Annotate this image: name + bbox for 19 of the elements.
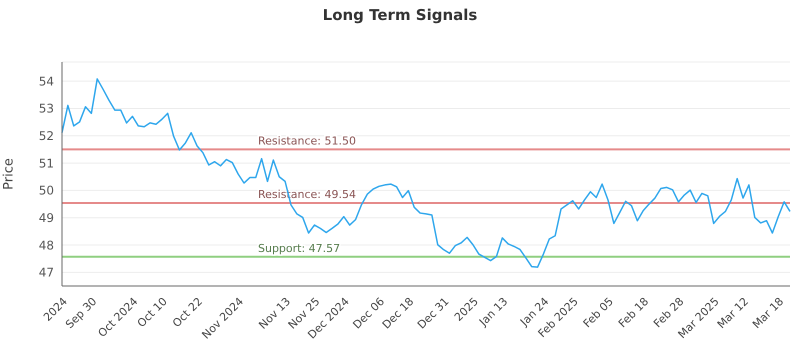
- y-tick-label: 52: [38, 129, 54, 144]
- y-tick-label: 53: [38, 102, 54, 116]
- chart-title: Long Term Signals: [322, 6, 478, 24]
- x-tick-label: Jan 13: [476, 294, 510, 330]
- ref-line-label: Support: 47.57: [258, 242, 340, 255]
- y-tick-label: 50: [38, 184, 54, 198]
- y-tick-label: 49: [38, 210, 54, 225]
- y-tick-label: 47: [38, 266, 54, 280]
- x-tick-label: Oct 22: [170, 294, 206, 330]
- x-tick-label: Mar 18: [750, 294, 786, 332]
- x-tick-label: Feb 05: [580, 294, 616, 330]
- x-tick-label: Dec 31: [414, 294, 452, 332]
- x-tick-label: Feb 18: [616, 294, 652, 330]
- y-tick-label: 54: [38, 74, 54, 88]
- y-axis-title: Price: [2, 158, 17, 190]
- line-series: [61, 78, 791, 268]
- y-tick-label: 51: [38, 156, 54, 170]
- ref-line-label: Resistance: 51.50: [258, 134, 356, 148]
- y-tick-label: 48: [38, 238, 54, 252]
